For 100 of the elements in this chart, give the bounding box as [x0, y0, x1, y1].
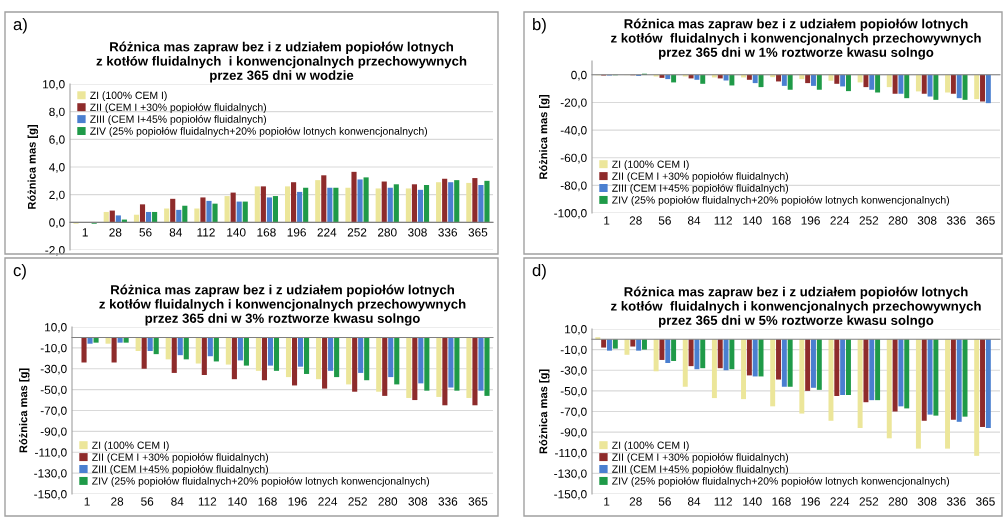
x-tick-label: 308	[917, 216, 937, 225]
y-tick-label: -150,0	[554, 490, 587, 500]
x-tick-label: 112	[198, 497, 217, 506]
legend-label: ZII (CEM I +30% popiołów fluidalnych)	[92, 453, 269, 463]
x-tick-label: 168	[257, 228, 276, 237]
y-axis-title: Różnica mas [g]	[539, 95, 550, 179]
x-tick-label: 1	[604, 216, 610, 225]
x-tick-label: 365	[468, 228, 488, 237]
x-tick-label: 224	[317, 228, 337, 237]
y-tick-label: 6,0	[49, 135, 65, 146]
x-tick-label: 308	[408, 497, 428, 506]
y-tick-label: -130,0	[554, 469, 587, 480]
x-tick-label: 196	[288, 497, 307, 506]
x-tick-label: 252	[859, 497, 879, 506]
y-tick-label: 2,0	[49, 190, 65, 201]
y-tick-label: -110,0	[555, 448, 587, 459]
x-tick-label: 84	[687, 497, 701, 506]
x-tick-label: 196	[801, 497, 820, 506]
x-tick-label: 308	[917, 497, 937, 506]
x-tick-label: 280	[888, 216, 908, 225]
y-tick-label: 10,0	[43, 80, 65, 90]
legend-label: ZI (100% CEM I)	[92, 441, 169, 451]
legend-label: ZI (100% CEM I)	[612, 441, 689, 451]
y-tick-label: -90,0	[560, 428, 587, 438]
x-tick-label: 336	[946, 497, 966, 506]
x-tick-label: 84	[687, 216, 701, 225]
x-tick-label: 84	[169, 228, 182, 237]
text: b)	[533, 18, 546, 34]
y-tick-label: -2,0	[45, 246, 65, 256]
x-tick-label: 308	[408, 228, 427, 237]
x-tick-label: 280	[378, 497, 398, 506]
y-tick-label: -40,0	[560, 126, 587, 136]
text: c)	[13, 264, 26, 280]
x-tick-label: 365	[976, 216, 995, 225]
x-tick-label: 168	[772, 216, 791, 225]
x-tick-label: 1	[82, 228, 88, 237]
x-tick-label: 224	[318, 497, 338, 506]
x-tick-label: 224	[830, 216, 850, 225]
legend-label: ZIV (25% popiołów fluidalnych+20% popiołów lotnych konwencjonalnych)	[612, 195, 950, 206]
y-tick-label: 8,0	[49, 107, 65, 118]
x-tick-label: 140	[228, 497, 247, 506]
x-tick-label: 28	[111, 497, 124, 506]
y-tick-label: -10,0	[40, 343, 67, 354]
x-tick-label: 336	[438, 497, 458, 506]
y-tick-label: 10,0	[45, 323, 67, 333]
x-tick-label: 28	[629, 216, 642, 225]
y-tick-label: 10,0	[565, 325, 587, 335]
y-tick-label: -50,0	[40, 385, 67, 396]
y-tick-label: -10,0	[560, 345, 587, 356]
x-tick-label: 280	[888, 497, 908, 506]
x-tick-label: 140	[743, 216, 762, 225]
x-tick-label: 336	[946, 216, 966, 225]
x-tick-label: 168	[772, 497, 791, 506]
x-tick-label: 56	[139, 228, 152, 237]
y-tick-label: -150,0	[34, 490, 67, 500]
y-tick-label: -50,0	[560, 386, 587, 397]
x-tick-label: 112	[197, 228, 215, 237]
chart-title: Różnica mas zapraw bez i z udziałem popiołów lotnych z kotłów fluidalnych i konwencjonalnych przechowywnych przez 365 dni w 1% roztworze kwasu solngo	[611, 18, 981, 60]
x-tick-label: 140	[743, 497, 762, 506]
y-axis-title: Różnica mas [g]	[27, 125, 38, 209]
x-tick-label: 365	[976, 497, 995, 506]
x-tick-label: 84	[171, 497, 184, 506]
y-tick-label: -80,0	[560, 181, 587, 192]
legend-label: ZIII (CEM I+45% popiołów fluidalnych)	[612, 464, 789, 475]
x-tick-label: 252	[348, 497, 367, 506]
chart-title: Różnica mas zapraw bez i z udziałem popiołów lotnych z kotłów fluidalnych i konwencjonalnych przechowywnych przez 365 dni w 5% roztworze kwasu solngo	[611, 286, 981, 328]
x-tick-label: 252	[347, 228, 367, 237]
x-tick-label: 196	[287, 228, 306, 237]
x-tick-label: 140	[227, 228, 246, 237]
x-tick-label: 252	[859, 216, 879, 225]
x-tick-label: 56	[141, 497, 154, 506]
y-axis-title: Różnica mas [g]	[539, 369, 550, 454]
x-tick-label: 196	[801, 216, 820, 225]
y-tick-label: -70,0	[40, 406, 67, 417]
y-tick-label: -60,0	[560, 153, 587, 164]
y-tick-label: -90,0	[40, 427, 67, 438]
legend-label: ZIII (CEM I+45% popiołów fluidalnych)	[612, 183, 789, 194]
x-tick-label: 56	[658, 497, 671, 506]
text: d)	[532, 264, 546, 280]
chart-title: Różnica mas zapraw bez i z udziałem popiołów lotnych z kotłów fluidalnych i konwencjonalnych przechowywnych przez 365 dni w 3% roztworze kwasu solngo	[99, 284, 466, 326]
y-tick-label: -100,0	[554, 209, 587, 219]
legend-label: ZIV (25% popiołów fluidalnych+20% popiołów lotnych konwencjonalnych)	[90, 126, 428, 137]
x-tick-label: 224	[830, 497, 850, 506]
x-tick-label: 280	[378, 228, 397, 237]
legend-label: ZIII (CEM I+45% popiołów fluidalnych)	[90, 115, 267, 125]
legend-label: ZII (CEM I +30% popiołów fluidalnych)	[612, 172, 789, 182]
y-tick-label: 0,0	[49, 218, 65, 229]
legend-label: ZIII (CEM I+45% popiołów fluidalnych)	[92, 464, 269, 475]
y-tick-label: -20,0	[560, 98, 587, 109]
legend-label: ZI (100% CEM I)	[612, 160, 689, 170]
x-tick-label: 1	[84, 497, 90, 506]
x-tick-label: 112	[714, 216, 732, 225]
y-tick-label: -70,0	[560, 407, 587, 418]
legend-label: ZIV (25% popiołów fluidalnych+20% popiołów lotnych konwencjonalnych)	[92, 476, 430, 487]
y-tick-label: -30,0	[560, 366, 587, 377]
y-tick-label: -30,0	[40, 364, 67, 375]
x-tick-label: 365	[468, 497, 488, 506]
chart-title: Różnica mas zapraw bez i z udziałem popiołów lotnych z kotłów fluidalnych i konwencjonalnych przechowywnych przez 365 dni w wodzie	[96, 41, 467, 83]
x-tick-label: 56	[658, 216, 671, 225]
y-tick-label: 4,0	[49, 163, 65, 173]
